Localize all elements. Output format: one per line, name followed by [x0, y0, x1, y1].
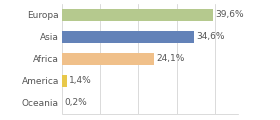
- Bar: [62, 53, 154, 65]
- Bar: [62, 31, 194, 43]
- Text: 39,6%: 39,6%: [215, 10, 244, 19]
- Bar: [62, 75, 67, 87]
- Text: 0,2%: 0,2%: [64, 98, 87, 108]
- Text: 24,1%: 24,1%: [156, 54, 184, 63]
- Bar: [62, 9, 213, 21]
- Text: 34,6%: 34,6%: [196, 32, 225, 41]
- Text: 1,4%: 1,4%: [69, 76, 92, 85]
